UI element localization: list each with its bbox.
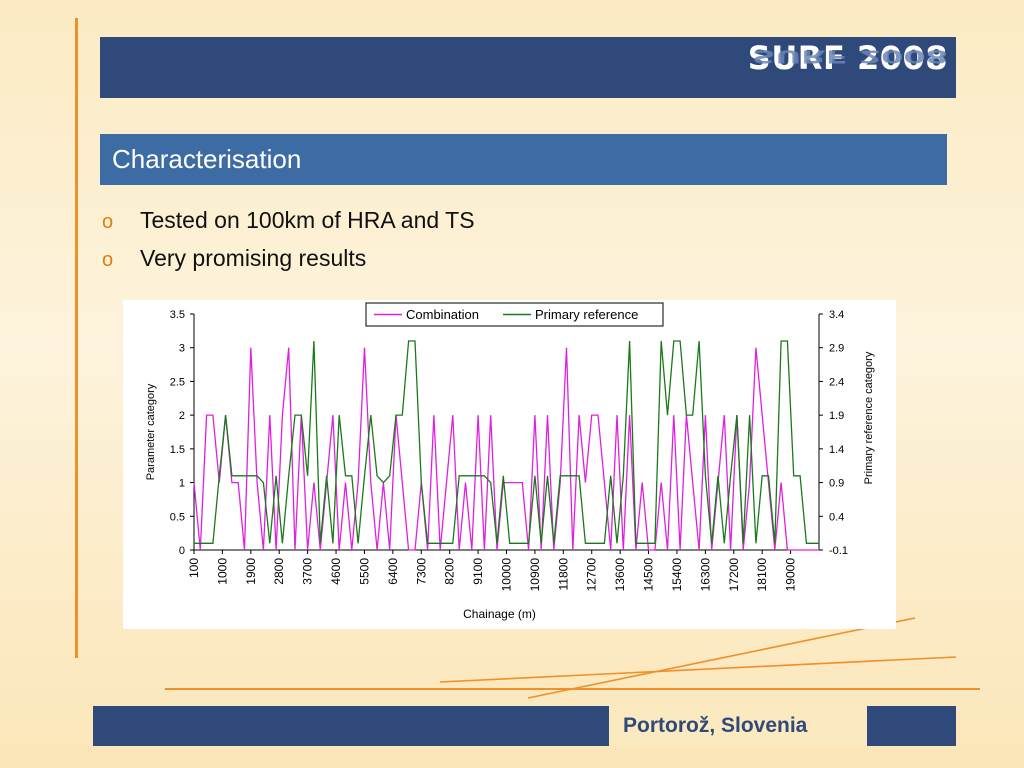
right-tick-label: 0.9 — [829, 478, 844, 490]
bullet-list: o Tested on 100km of HRA and TS o Very pro… — [102, 205, 475, 281]
x-axis-label: Chainage (m) — [463, 607, 536, 621]
bullet-text: Very promising results — [140, 245, 367, 271]
bullet-text: Tested on 100km of HRA and TS — [140, 207, 475, 233]
y-axis-label: Parameter category — [145, 383, 157, 480]
x-tick-label: 5500 — [357, 558, 371, 585]
brand-logo-reflection: SURF 2008 — [752, 46, 948, 67]
x-tick-label: 14500 — [642, 558, 656, 592]
footer-location: Portorož, Slovenia — [623, 714, 808, 737]
left-tick-label: 3 — [179, 343, 185, 355]
x-tick-label: 3700 — [301, 558, 315, 585]
x-tick-label: 100 — [187, 558, 201, 578]
x-tick-label: 1000 — [215, 558, 229, 585]
chart-container: 0 0.5 1 1.5 2 2.5 3 3.5 -0.1 0.4 0.9 1.4 1.9 2.4 2.9 3.… — [123, 300, 896, 629]
top-banner: SURF 2008 SURF 2008 — [100, 37, 956, 98]
right-tick-label: 1.4 — [829, 444, 844, 456]
right-tick-label: 2.9 — [829, 343, 844, 355]
x-tick-label: 10000 — [500, 558, 514, 592]
x-tick-label: 19000 — [784, 558, 798, 592]
x-tick-label: 8200 — [443, 558, 457, 585]
bullet-marker-icon: o — [102, 211, 114, 233]
footer-location-panel: Portorož, Slovenia — [609, 706, 867, 746]
line-chart: 0 0.5 1 1.5 2 2.5 3 3.5 -0.1 0.4 0.9 1.4 1.9 2.4 2.9 3.… — [145, 302, 875, 621]
title-bar: Characterisation — [100, 134, 947, 185]
left-tick-label: 1 — [179, 478, 185, 490]
series-line-primary-reference — [194, 340, 819, 544]
left-accent-line — [75, 18, 78, 658]
x-tick-label: 16300 — [698, 558, 712, 592]
right-tick-label: 0.4 — [829, 511, 844, 523]
x-tick-label: 7300 — [414, 558, 428, 585]
x-tick-label: 18100 — [755, 558, 769, 592]
right-tick-label: 3.4 — [829, 309, 844, 321]
x-tick-label: 15400 — [670, 558, 684, 592]
legend-label-primary-reference: Primary reference — [535, 307, 638, 322]
right-tick-label: -0.1 — [829, 545, 848, 557]
x-tick-label: 13600 — [613, 558, 627, 592]
slide-title: Characterisation — [112, 144, 302, 174]
legend-label-combination: Combination — [406, 307, 479, 322]
right-tick-label: 2.4 — [829, 376, 844, 388]
x-tick-label: 10900 — [528, 558, 542, 592]
left-tick-label: 0.5 — [170, 511, 185, 523]
bullet-item: o Very promising results — [102, 243, 475, 281]
x-tick-label: 9100 — [471, 558, 485, 585]
bullet-marker-icon: o — [102, 249, 114, 271]
x-tick-label: 11800 — [556, 558, 570, 591]
bullet-item: o Tested on 100km of HRA and TS — [102, 205, 475, 243]
x-tick-label: 1900 — [244, 558, 258, 585]
left-tick-label: 3.5 — [170, 309, 185, 321]
series-line-combination — [193, 347, 819, 551]
left-tick-label: 2 — [179, 410, 185, 422]
x-tick-label: 4600 — [329, 558, 343, 585]
left-tick-label: 0 — [179, 545, 185, 557]
right-tick-label: 1.9 — [829, 410, 844, 422]
x-tick-label: 17200 — [727, 558, 741, 592]
y2-axis-label: Primary reference category — [863, 351, 875, 484]
brand-logo: SURF 2008 — [747, 39, 948, 77]
footer-accent-line — [165, 688, 980, 690]
x-tick-label: 6400 — [386, 558, 400, 585]
left-tick-label: 1.5 — [170, 444, 185, 456]
left-tick-label: 2.5 — [170, 376, 185, 388]
x-tick-label: 12700 — [585, 558, 599, 592]
x-tick-label: 2800 — [272, 558, 286, 585]
